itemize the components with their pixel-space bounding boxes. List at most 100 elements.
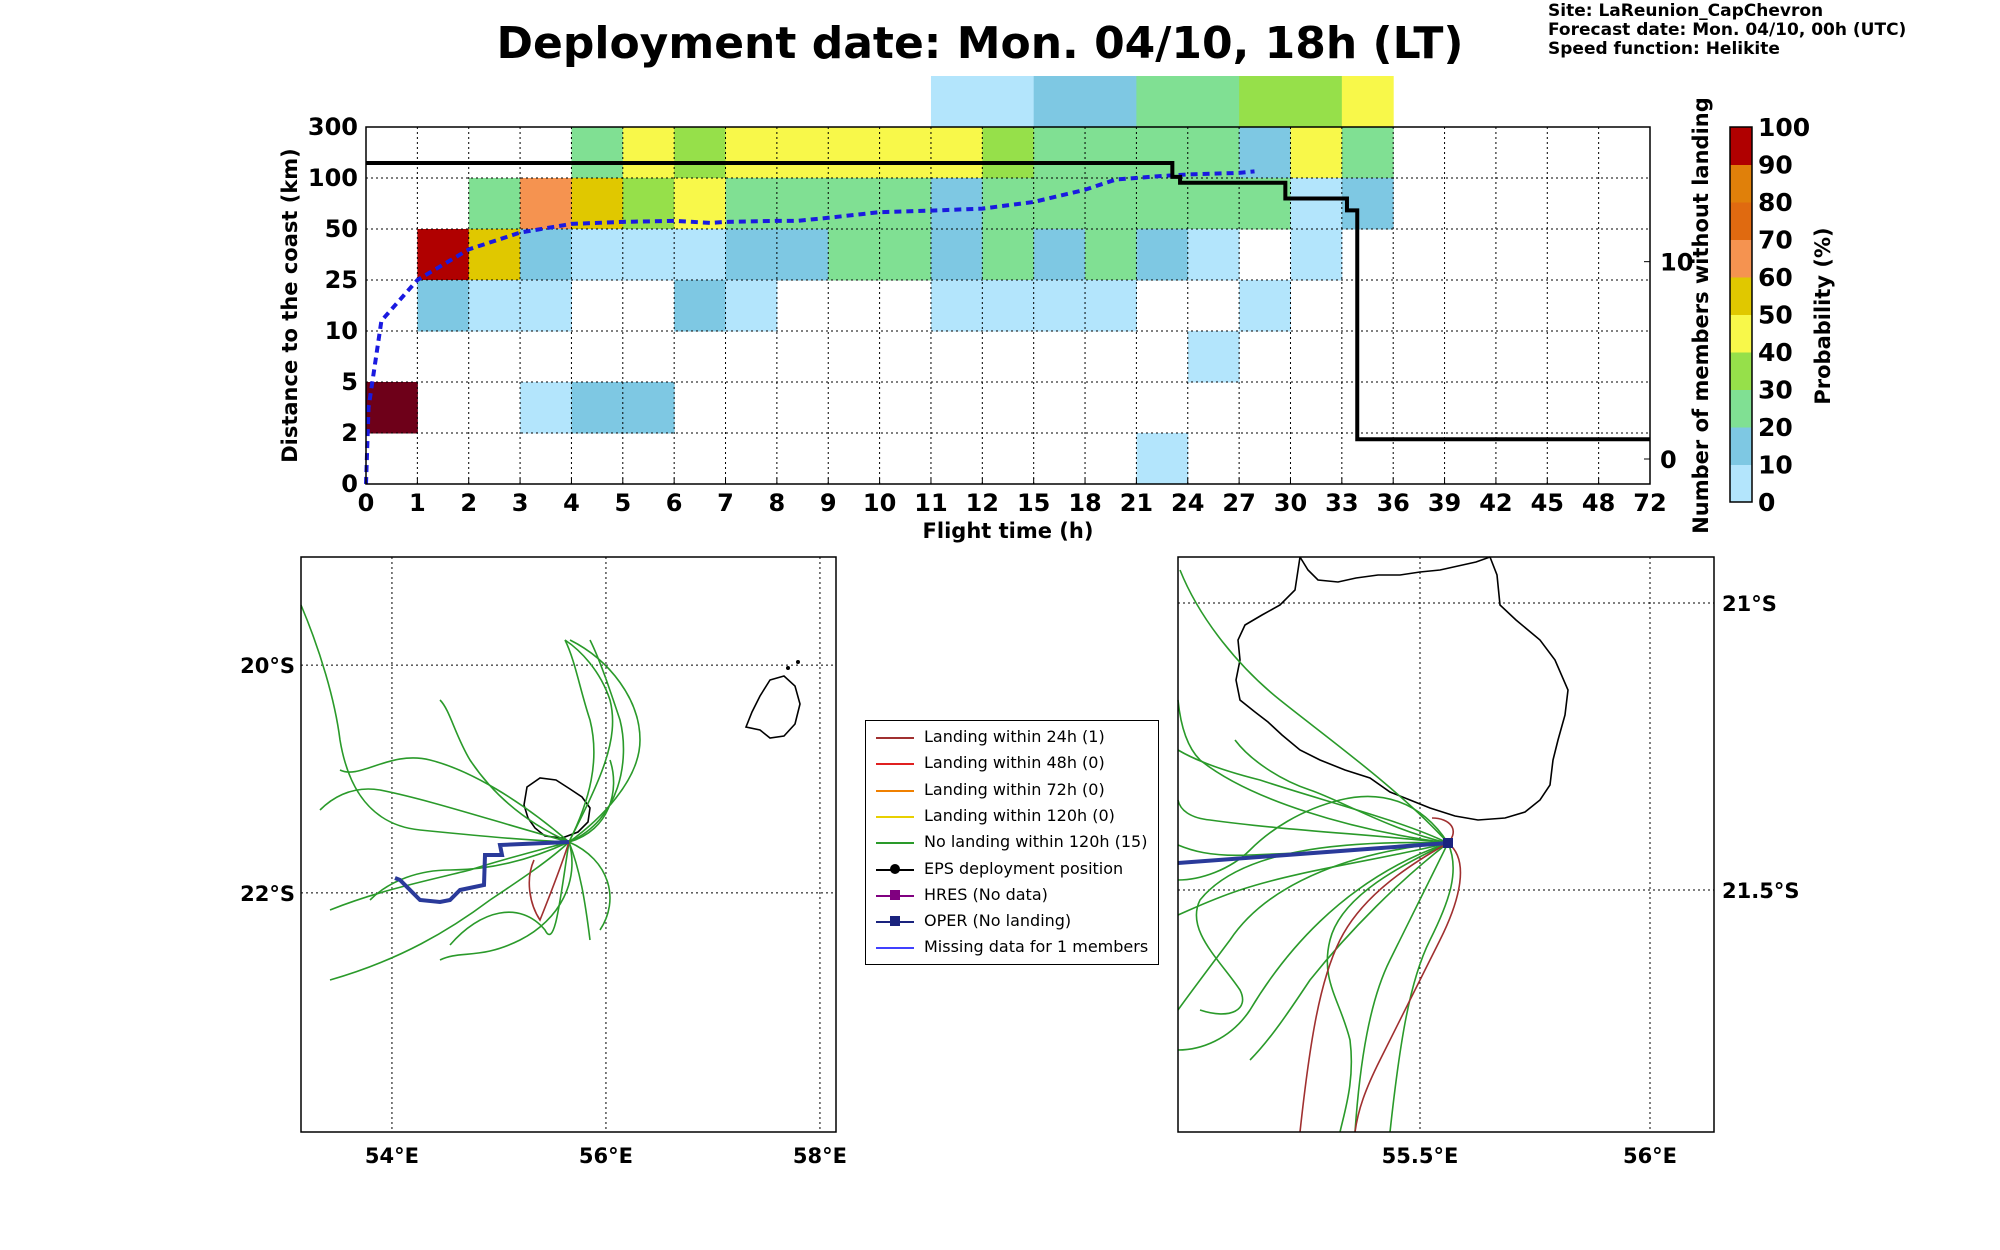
heatmap-cell — [1290, 127, 1343, 179]
heatmap-cell — [571, 229, 624, 281]
y-tick-label: 100 — [308, 164, 358, 192]
heatmap-cell — [468, 229, 521, 281]
heatmap-cell — [1239, 76, 1291, 128]
y2-tick-label: 0 — [1660, 446, 1677, 474]
legend-swatch — [876, 815, 914, 818]
heatmap-cell — [879, 127, 932, 179]
x-tick-label: 36 — [1376, 489, 1409, 517]
legend-label: HRES (No data) — [924, 884, 1048, 904]
colorbar-segment — [1730, 239, 1752, 278]
heatmap-cell — [1136, 76, 1189, 128]
heatmap-cell — [1290, 229, 1343, 281]
heatmap-cell — [930, 178, 983, 230]
heatmap-cell — [1033, 280, 1086, 332]
heatmap-cell — [366, 382, 418, 434]
member-track — [1177, 699, 1449, 844]
map-lat-label: 21°S — [1722, 592, 1777, 616]
legend-swatch — [876, 763, 914, 766]
islet-dot — [786, 666, 790, 670]
heatmap-frame — [365, 126, 1651, 485]
member-track — [568, 639, 641, 843]
legend-label: Landing within 48h (0) — [924, 753, 1105, 773]
legend-label: EPS deployment position — [924, 858, 1124, 878]
colorbar-segment — [1730, 314, 1752, 353]
heatmap-cell — [1085, 178, 1137, 230]
heatmap-cell — [1341, 127, 1394, 179]
heatmap-cell — [1341, 178, 1394, 230]
map-lon-label: 56°E — [579, 1144, 633, 1168]
member-track — [1179, 569, 1449, 844]
heatmap-cell — [622, 382, 675, 434]
x-tick-label: 10 — [863, 489, 896, 517]
legend-marker — [890, 863, 900, 874]
y-tick-label: 300 — [308, 113, 358, 141]
left-map-frame — [300, 556, 837, 1133]
x-tick-label: 3 — [512, 489, 529, 517]
landing-track — [528, 841, 570, 922]
colorbar-tick-label: 50 — [1758, 301, 1793, 330]
x-tick-label: 4 — [563, 489, 580, 517]
reunion-coastline — [523, 777, 591, 839]
y-tick-label: 50 — [325, 215, 358, 243]
y-tick-label: 5 — [341, 368, 358, 396]
colorbar-frame — [1729, 126, 1753, 503]
y-tick-label: 10 — [325, 317, 358, 345]
heatmap-cell — [1136, 127, 1189, 179]
heatmap-cell — [468, 280, 521, 332]
oper-track — [394, 840, 570, 905]
map-legend: Landing within 24h (1) Landing within 48h… — [865, 720, 1159, 965]
colorbar-segment — [1730, 127, 1752, 165]
colorbar-tick-label: 20 — [1758, 413, 1793, 442]
legend-label: Landing within 72h (0) — [924, 779, 1105, 799]
legend-label: Landing within 24h (1) — [924, 727, 1105, 746]
heatmap-cell — [776, 127, 829, 179]
x-tick-label: 8 — [769, 489, 786, 517]
colorbar-tick-label: 100 — [1758, 113, 1810, 142]
member-track — [568, 841, 591, 941]
x-tick-label: 24 — [1171, 489, 1204, 517]
member-track — [1177, 795, 1449, 881]
x-tick-label: 18 — [1068, 489, 1101, 517]
heatmap-cell — [982, 127, 1035, 179]
map-lon-label: 55.5°E — [1382, 1144, 1459, 1168]
heatmap-cell — [982, 229, 1035, 281]
colorbar-label: Probability (%) — [1811, 227, 1835, 404]
member-track — [449, 841, 570, 946]
heatmap-cell — [1085, 76, 1137, 128]
heatmap-cell — [520, 382, 572, 434]
heatmap-cell — [1136, 178, 1189, 230]
x-tick-label: 7 — [717, 489, 734, 517]
heatmap-cell — [520, 280, 572, 332]
map-lat-label: 21.5°S — [1722, 879, 1799, 903]
colorbar-tick-label: 80 — [1758, 188, 1793, 217]
heatmap-cell — [1187, 127, 1240, 179]
member-track — [1195, 841, 1449, 1015]
member-track — [329, 841, 570, 981]
y-axis-label: Distance to the coast (km) — [278, 148, 302, 463]
heatmap-cell — [1187, 331, 1240, 383]
oper-marker — [1443, 838, 1453, 848]
legend-label: OPER (No landing) — [924, 911, 1072, 931]
members-without-landing-line — [366, 161, 1650, 442]
heatmap-cell — [417, 280, 470, 332]
heatmap-cell — [1033, 76, 1086, 128]
heatmap-cell — [1033, 178, 1086, 230]
map-lon-label: 54°E — [365, 1144, 419, 1168]
heatmap-cell — [1239, 280, 1291, 332]
x-tick-label: 72 — [1633, 489, 1666, 517]
colorbar-segment — [1730, 277, 1752, 315]
legend-label: Missing data for 1 members — [924, 937, 1149, 957]
x-tick-label: 15 — [1017, 489, 1050, 517]
map-lon-label: 56°E — [1623, 1144, 1677, 1168]
legend-swatch — [876, 737, 914, 739]
colorbar-tick-label: 70 — [1758, 226, 1793, 255]
legend-swatch — [876, 947, 914, 950]
x-tick-label: 6 — [666, 489, 683, 517]
heatmap-cell — [725, 280, 778, 332]
heatmap-cell — [1033, 127, 1086, 179]
speed-function-label: Speed function: Helikite — [1548, 39, 1780, 59]
cdf-dashed-line — [364, 169, 1255, 485]
colorbar-tick-label: 30 — [1758, 376, 1793, 405]
x-tick-label: 0 — [358, 489, 375, 517]
colorbar-segment — [1730, 389, 1752, 428]
